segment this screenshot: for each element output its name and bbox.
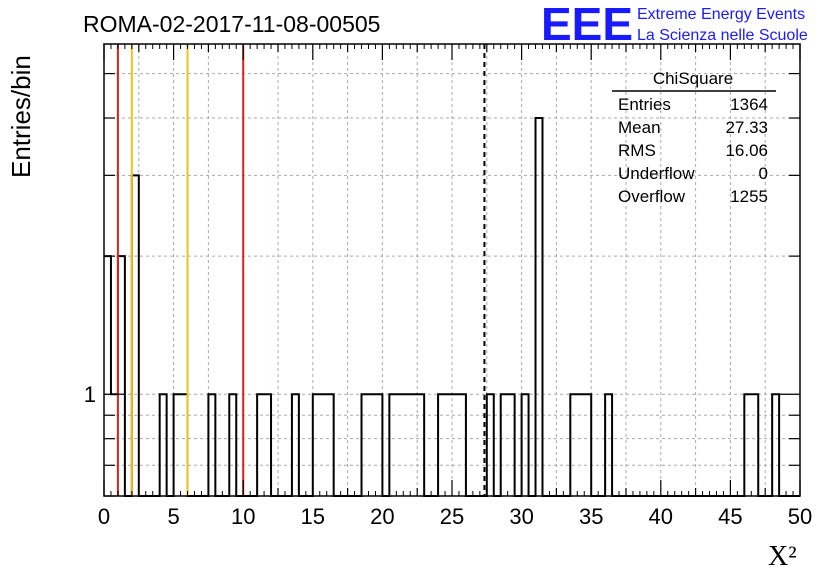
x-tick-label: 25: [440, 504, 464, 529]
x-tick-label: 30: [509, 504, 533, 529]
x-tick-label: 15: [301, 504, 325, 529]
x-tick-label: 10: [231, 504, 255, 529]
stats-value-entries: 1364: [730, 95, 768, 114]
x-tick-label: 20: [370, 504, 394, 529]
eee-logo: EEE Extreme Energy Events La Scienza nel…: [541, 0, 808, 50]
x-tick-label: 0: [98, 504, 110, 529]
chart-title: ROMA-02-2017-11-08-00505: [83, 11, 380, 37]
stats-label-mean: Mean: [618, 118, 661, 137]
stats-value-rms: 16.06: [725, 141, 768, 160]
x-tick-label: 5: [167, 504, 179, 529]
y-axis-label: Entries/bin: [6, 55, 36, 178]
stats-value-overflow: 1255: [730, 187, 768, 206]
axis-ticks: [103, 44, 801, 497]
logo-line-1: Extreme Energy Events: [637, 6, 805, 23]
stats-value-mean: 27.33: [725, 118, 768, 137]
x-axis-label: X²: [768, 541, 797, 572]
stats-label-rms: RMS: [618, 141, 656, 160]
x-tick-label: 45: [718, 504, 742, 529]
stats-label-underflow: Underflow: [618, 164, 695, 183]
x-tick-label: 35: [579, 504, 603, 529]
y-tick-label: 1: [84, 382, 96, 407]
reference-lines: [116, 44, 486, 496]
stats-label-entries: Entries: [618, 95, 671, 114]
stats-label-overflow: Overflow: [618, 187, 686, 206]
logo-line-2: La Scienza nelle Scuole: [637, 27, 808, 44]
logo-mark: EEE: [541, 0, 633, 50]
x-tick-label: 50: [788, 504, 812, 529]
stats-value-underflow: 0: [759, 164, 768, 183]
y-tick-labels: 1: [84, 382, 96, 407]
x-tick-labels: 0 5 10 15 20 25 30 35 40 45 50: [98, 504, 812, 529]
stats-box: ChiSquare Entries 1364 Mean 27.33 RMS 16…: [612, 69, 776, 206]
stats-title: ChiSquare: [653, 69, 733, 88]
x-tick-label: 40: [649, 504, 673, 529]
